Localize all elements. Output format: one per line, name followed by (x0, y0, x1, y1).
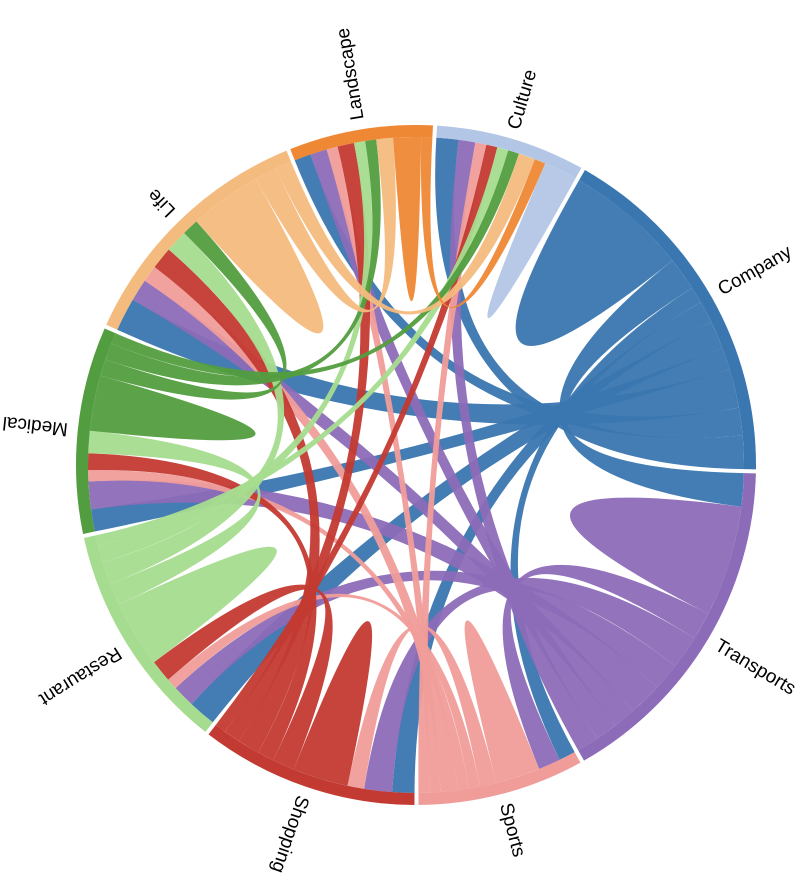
ribbon (464, 620, 540, 783)
group-label: Restaurant (35, 642, 126, 709)
ribbon (105, 139, 381, 386)
ribbon (89, 375, 256, 441)
ribbon (326, 146, 441, 793)
group-label: Company (714, 241, 795, 300)
ribbons (88, 137, 744, 793)
group-label: Transports (711, 635, 799, 699)
ribbon (191, 322, 723, 723)
ribbon (435, 137, 744, 470)
group-label: Culture (504, 67, 541, 132)
ribbon (111, 150, 519, 378)
ribbon (515, 180, 673, 346)
group-arc (83, 535, 213, 732)
group-label: Medical (2, 412, 69, 440)
group-label: Landscape (333, 26, 369, 121)
ribbon (132, 280, 633, 726)
group-arc (208, 724, 415, 805)
group-arc (290, 125, 433, 161)
ribbon (153, 584, 333, 770)
ribbon (293, 621, 373, 786)
ribbon (393, 137, 422, 302)
ribbon (559, 260, 744, 507)
ribbon (119, 546, 277, 663)
group-label: Life (144, 184, 180, 221)
ribbon (347, 624, 497, 789)
group-label: Sports (495, 801, 529, 859)
group-arc (436, 125, 582, 179)
ribbon (255, 137, 396, 313)
ribbon (418, 142, 487, 793)
group-arc (75, 328, 116, 534)
group-label: Shopping (267, 793, 313, 876)
ribbon (88, 430, 261, 605)
ribbon (569, 497, 742, 614)
group-arc (578, 169, 756, 470)
group-arc (418, 752, 581, 805)
ribbon (196, 178, 324, 334)
ribbon (310, 149, 616, 739)
ribbon (487, 163, 576, 319)
ribbon (275, 153, 535, 315)
group-arc (106, 150, 292, 330)
ribbon (449, 139, 598, 751)
